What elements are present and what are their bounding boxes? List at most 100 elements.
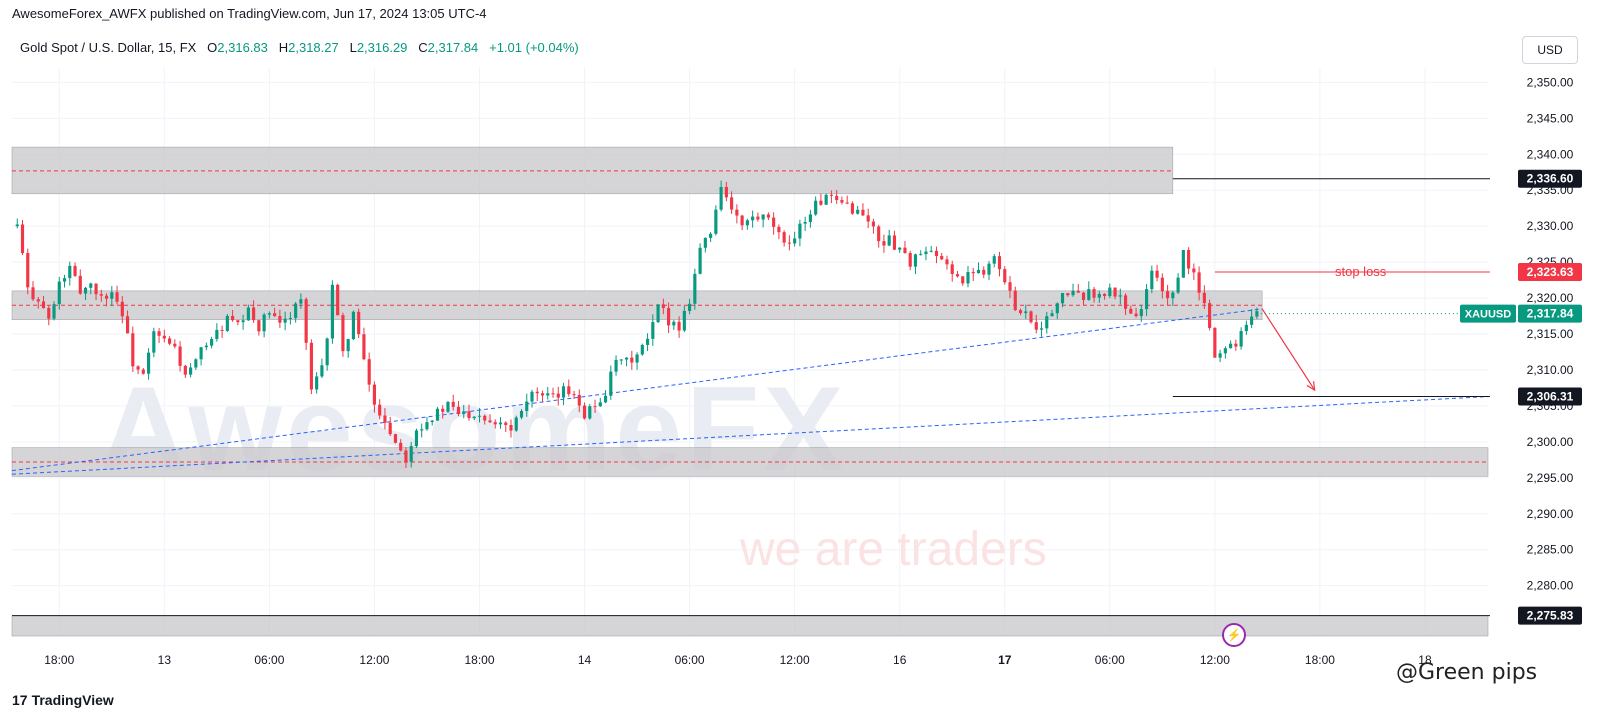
candle-body: [1145, 289, 1149, 310]
close-label: C: [418, 40, 428, 55]
currency-button[interactable]: USD: [1522, 36, 1578, 64]
candle-body: [362, 334, 366, 360]
candle-body: [451, 401, 455, 407]
symbol-label-box: [1460, 304, 1516, 323]
candle-body: [1239, 331, 1243, 347]
candle-body: [751, 216, 755, 221]
candle-body: [168, 338, 172, 344]
y-tick-label: 2,280.00: [1527, 579, 1574, 593]
candle-body: [514, 417, 518, 431]
candle-body: [719, 187, 723, 210]
candle-body: [588, 406, 592, 419]
candle-body: [1171, 292, 1175, 299]
candle-body: [840, 200, 844, 203]
x-tick-label: 18: [1418, 653, 1432, 667]
candle-body: [819, 200, 823, 205]
price-label-text: 2,306.31: [1527, 390, 1574, 404]
x-tick-label: 12:00: [1200, 653, 1230, 667]
x-tick-label: 18:00: [44, 653, 74, 667]
candle-body: [950, 264, 954, 275]
candle-body: [467, 411, 471, 419]
candle-body: [346, 339, 350, 352]
candle-body: [430, 420, 434, 423]
candle-body: [1003, 269, 1007, 283]
candle-body: [299, 299, 303, 304]
candle-body: [267, 313, 271, 315]
lightning-icon[interactable]: ⚡: [1222, 623, 1246, 647]
candle-body: [903, 247, 907, 254]
candle-body: [262, 314, 266, 332]
candle-body: [640, 344, 644, 355]
trend-line: [11, 308, 1263, 472]
candle-body: [173, 343, 177, 347]
candle-body: [1055, 303, 1059, 314]
candle-body: [709, 233, 713, 238]
candle-body: [782, 232, 786, 243]
candle-body: [525, 401, 529, 412]
candle-body: [777, 226, 781, 233]
candle-body: [330, 284, 334, 339]
candle-body: [614, 359, 618, 372]
candle-body: [535, 391, 539, 394]
candle-body: [966, 272, 970, 284]
candle-body: [435, 408, 440, 421]
candle-body: [1134, 313, 1138, 317]
candle-body: [420, 429, 424, 431]
candle-body: [598, 402, 602, 407]
candle-body: [36, 299, 40, 302]
candle-body: [1123, 295, 1128, 309]
candle-body: [577, 394, 581, 406]
candle-body: [624, 357, 629, 360]
candle-body: [976, 269, 981, 274]
candle-body: [215, 329, 219, 339]
candle-body: [273, 313, 277, 317]
candle-body: [829, 194, 833, 196]
price-label-text: 2,275.83: [1527, 609, 1574, 623]
candle-body: [488, 420, 492, 423]
y-tick-label: 2,310.00: [1527, 363, 1574, 377]
candle-body: [892, 235, 897, 250]
candle-body: [929, 250, 933, 252]
candle-body: [52, 304, 56, 319]
candle-body: [498, 422, 503, 425]
price-label-text: 2,317.84: [1527, 307, 1574, 321]
candle-body: [1192, 268, 1196, 273]
candle-body: [1081, 292, 1086, 300]
candle-body: [304, 299, 308, 343]
candle-body: [871, 221, 876, 227]
candle-body: [982, 269, 986, 275]
y-tick-label: 2,290.00: [1527, 507, 1574, 521]
candle-body: [656, 304, 660, 323]
candle-body: [940, 255, 944, 260]
candle-body: [257, 320, 261, 332]
candle-body: [1150, 270, 1154, 290]
candle-body: [682, 310, 686, 331]
candle-body: [231, 315, 235, 321]
candle-body: [730, 197, 734, 210]
symbol-legend: Gold Spot / U.S. Dollar, 15, FX O2,316.8…: [20, 40, 579, 55]
candle-body: [1166, 291, 1170, 299]
tradingview-brand[interactable]: 17 TradingView: [12, 692, 114, 708]
candle-body: [131, 333, 135, 367]
x-tick-label: 14: [578, 653, 592, 667]
candle-body: [850, 203, 855, 214]
candle-body: [693, 273, 697, 304]
candle-body: [1102, 293, 1107, 297]
low-label: L: [349, 40, 357, 55]
x-tick-label: 17: [998, 653, 1012, 667]
watermark-tagline: we are traders: [739, 523, 1047, 576]
candle-body: [887, 235, 891, 246]
candle-body: [1208, 303, 1212, 328]
high-label: H: [278, 40, 289, 55]
candle-body: [724, 187, 728, 198]
candle-body: [882, 241, 886, 246]
candle-body: [404, 450, 408, 462]
candle-body: [1234, 343, 1238, 347]
candle-body: [1181, 249, 1185, 278]
y-tick-label: 2,340.00: [1527, 147, 1574, 161]
candle-body: [567, 386, 571, 395]
candle-body: [845, 202, 849, 204]
y-tick-label: 2,320.00: [1527, 291, 1574, 305]
candle-body: [572, 394, 576, 396]
